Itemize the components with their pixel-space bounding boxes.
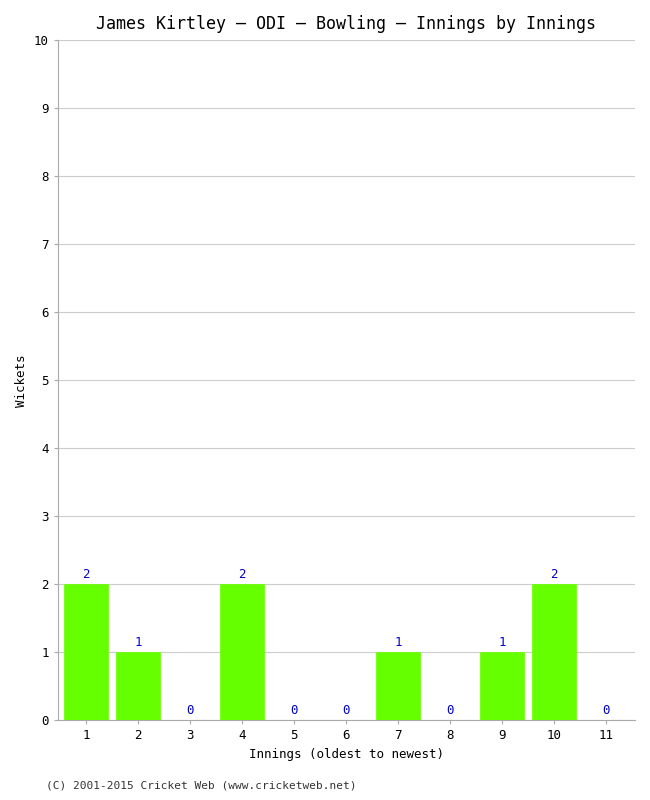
- Bar: [532, 584, 577, 721]
- Text: 0: 0: [343, 704, 350, 717]
- Text: 2: 2: [551, 568, 558, 581]
- Bar: [64, 584, 109, 721]
- Text: (C) 2001-2015 Cricket Web (www.cricketweb.net): (C) 2001-2015 Cricket Web (www.cricketwe…: [46, 781, 356, 790]
- Text: 2: 2: [239, 568, 246, 581]
- Bar: [480, 652, 525, 721]
- Text: 0: 0: [291, 704, 298, 717]
- Text: 0: 0: [447, 704, 454, 717]
- Text: 0: 0: [187, 704, 194, 717]
- Text: 1: 1: [395, 636, 402, 649]
- Text: 1: 1: [135, 636, 142, 649]
- Text: 0: 0: [603, 704, 610, 717]
- Text: 2: 2: [83, 568, 90, 581]
- X-axis label: Innings (oldest to newest): Innings (oldest to newest): [249, 748, 444, 761]
- Title: James Kirtley – ODI – Bowling – Innings by Innings: James Kirtley – ODI – Bowling – Innings …: [96, 15, 596, 33]
- Text: 1: 1: [499, 636, 506, 649]
- Bar: [116, 652, 161, 721]
- Y-axis label: Wickets: Wickets: [15, 354, 28, 406]
- Bar: [220, 584, 265, 721]
- Bar: [376, 652, 421, 721]
